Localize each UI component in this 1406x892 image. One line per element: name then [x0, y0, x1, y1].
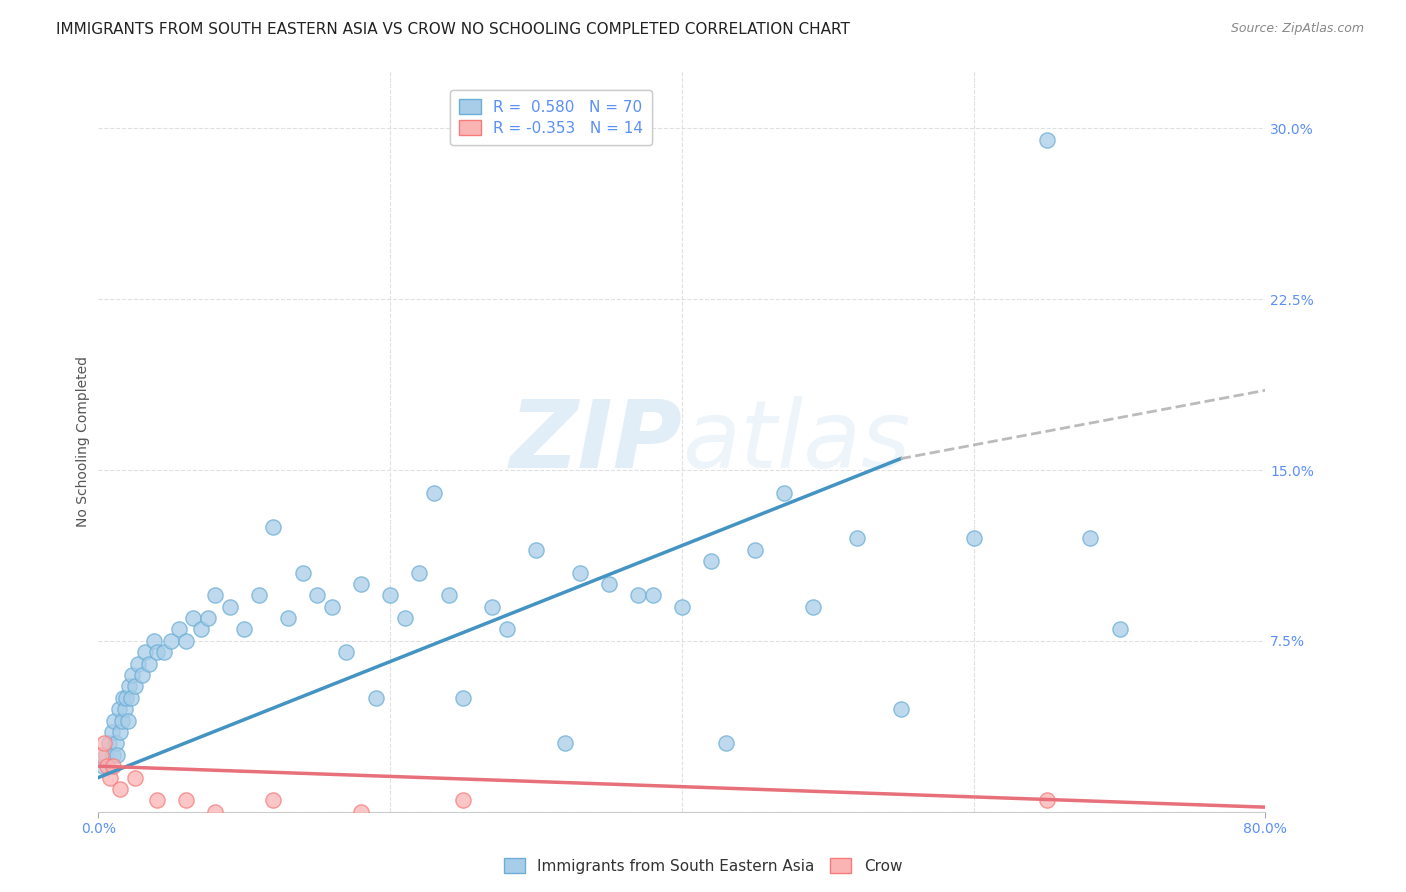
- Point: [204, 805, 226, 819]
- Point: [96, 759, 118, 773]
- Point: [1035, 133, 1057, 147]
- Point: [100, 725, 122, 739]
- Point: [263, 793, 285, 807]
- Point: [142, 633, 165, 648]
- Point: [218, 599, 240, 614]
- Point: [115, 690, 138, 705]
- Point: [773, 485, 796, 500]
- Point: [204, 588, 226, 602]
- Point: [962, 532, 984, 546]
- Text: atlas: atlas: [682, 396, 910, 487]
- Legend: Immigrants from South Eastern Asia, Crow: Immigrants from South Eastern Asia, Crow: [498, 852, 908, 880]
- Point: [111, 714, 134, 728]
- Point: [190, 623, 212, 637]
- Point: [98, 771, 121, 785]
- Point: [197, 611, 219, 625]
- Y-axis label: No Schooling Completed: No Schooling Completed: [76, 356, 90, 527]
- Point: [101, 747, 124, 762]
- Point: [103, 714, 125, 728]
- Point: [801, 599, 824, 614]
- Point: [277, 611, 299, 625]
- Point: [714, 736, 737, 750]
- Point: [568, 566, 591, 580]
- Point: [93, 736, 115, 750]
- Point: [160, 633, 183, 648]
- Point: [846, 532, 869, 546]
- Point: [1108, 623, 1130, 637]
- Point: [146, 793, 169, 807]
- Point: [118, 680, 141, 694]
- Point: [364, 690, 387, 705]
- Point: [423, 485, 446, 500]
- Point: [127, 657, 149, 671]
- Point: [321, 599, 343, 614]
- Point: [108, 702, 131, 716]
- Point: [890, 702, 912, 716]
- Point: [700, 554, 723, 568]
- Point: [94, 747, 117, 762]
- Point: [451, 690, 474, 705]
- Point: [121, 668, 143, 682]
- Point: [97, 736, 120, 750]
- Point: [105, 747, 128, 762]
- Point: [380, 588, 402, 602]
- Point: [167, 623, 190, 637]
- Point: [134, 645, 156, 659]
- Point: [110, 725, 132, 739]
- Text: IMMIGRANTS FROM SOUTH EASTERN ASIA VS CROW NO SCHOOLING COMPLETED CORRELATION CH: IMMIGRANTS FROM SOUTH EASTERN ASIA VS CR…: [56, 22, 851, 37]
- Point: [91, 759, 114, 773]
- Point: [146, 645, 169, 659]
- Point: [90, 747, 112, 762]
- Point: [131, 668, 153, 682]
- Point: [104, 736, 127, 750]
- Point: [1080, 532, 1102, 546]
- Point: [627, 588, 650, 602]
- Point: [124, 771, 146, 785]
- Point: [481, 599, 503, 614]
- Point: [291, 566, 314, 580]
- Point: [350, 805, 373, 819]
- Point: [247, 588, 270, 602]
- Point: [598, 577, 620, 591]
- Point: [394, 611, 416, 625]
- Point: [307, 588, 329, 602]
- Point: [233, 623, 256, 637]
- Point: [101, 759, 124, 773]
- Point: [496, 623, 519, 637]
- Point: [112, 690, 135, 705]
- Point: [524, 542, 547, 557]
- Point: [174, 633, 197, 648]
- Point: [451, 793, 474, 807]
- Point: [1035, 793, 1057, 807]
- Text: Source: ZipAtlas.com: Source: ZipAtlas.com: [1230, 22, 1364, 36]
- Point: [120, 690, 142, 705]
- Point: [744, 542, 766, 557]
- Point: [174, 793, 197, 807]
- Point: [437, 588, 460, 602]
- Point: [350, 577, 373, 591]
- Point: [117, 714, 139, 728]
- Point: [335, 645, 357, 659]
- Point: [138, 657, 160, 671]
- Point: [263, 520, 285, 534]
- Point: [641, 588, 664, 602]
- Text: ZIP: ZIP: [509, 395, 682, 488]
- Point: [124, 680, 146, 694]
- Point: [181, 611, 204, 625]
- Point: [114, 702, 136, 716]
- Point: [554, 736, 576, 750]
- Legend: R =  0.580   N = 70, R = -0.353   N = 14: R = 0.580 N = 70, R = -0.353 N = 14: [450, 90, 652, 145]
- Point: [153, 645, 176, 659]
- Point: [671, 599, 693, 614]
- Point: [408, 566, 430, 580]
- Point: [110, 781, 132, 796]
